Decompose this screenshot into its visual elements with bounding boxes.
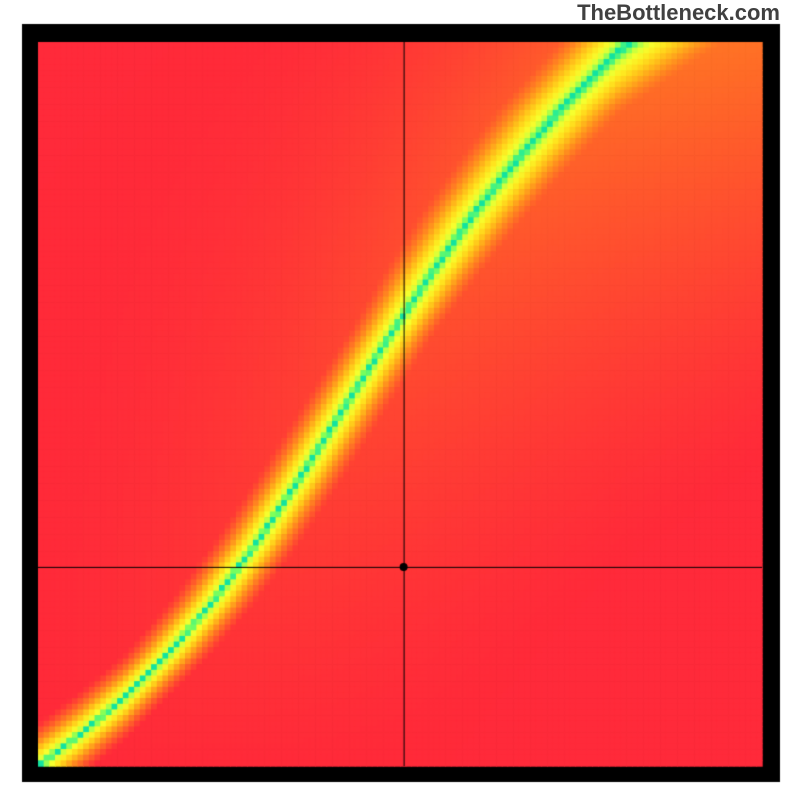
bottleneck-heatmap	[0, 0, 800, 800]
watermark-text: TheBottleneck.com	[577, 0, 780, 26]
